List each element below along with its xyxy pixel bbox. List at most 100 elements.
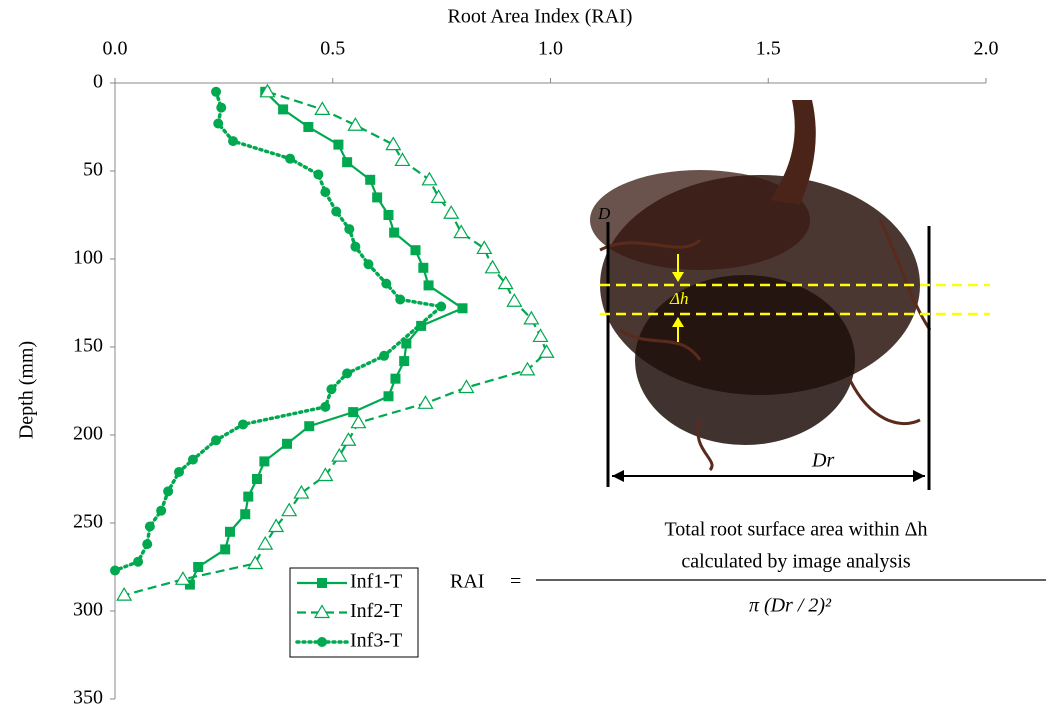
marker (418, 262, 429, 273)
marker (457, 303, 468, 314)
y-tick-label: 150 (73, 335, 103, 357)
legend-marker (317, 637, 327, 647)
marker (394, 152, 411, 167)
marker (211, 435, 222, 446)
marker (363, 259, 374, 270)
marker (421, 171, 438, 186)
marker (395, 294, 406, 305)
marker (385, 136, 402, 151)
marker (268, 518, 285, 533)
marker (497, 275, 514, 290)
marker (281, 502, 298, 517)
formula-equals: = (510, 571, 521, 593)
marker (523, 310, 540, 325)
legend-marker (313, 604, 331, 619)
marker (313, 169, 324, 180)
y-tick-label: 50 (83, 159, 103, 181)
marker (144, 521, 155, 532)
legend-label: Inf2-T (350, 600, 402, 622)
formula: Total root surface area within Δh calcul… (450, 519, 1046, 617)
x-tick-label: 1.5 (756, 38, 781, 60)
marker (326, 384, 337, 395)
marker (240, 509, 251, 520)
marker (532, 328, 549, 343)
marker (476, 240, 493, 255)
marker (344, 224, 355, 235)
marker (320, 187, 331, 198)
x-tick-label: 1.0 (538, 38, 563, 60)
marker (238, 419, 249, 430)
legend-label: Inf3-T (350, 630, 402, 652)
marker (282, 438, 293, 449)
marker (417, 395, 434, 409)
series (184, 86, 468, 590)
series-line (188, 91, 465, 586)
marker (331, 447, 348, 462)
marker (333, 139, 344, 150)
marker (399, 356, 410, 367)
series (110, 86, 447, 576)
marker (372, 192, 383, 203)
y-tick-label: 300 (73, 599, 103, 621)
y-tick-label: 200 (73, 423, 103, 445)
marker (220, 544, 231, 555)
marker (430, 189, 447, 203)
marker (211, 86, 222, 97)
marker (410, 245, 421, 256)
x-axis-title: Root Area Index (RAI) (448, 6, 633, 28)
marker (259, 83, 276, 98)
y-tick-label: 0 (93, 71, 103, 93)
series (116, 83, 555, 601)
marker (348, 407, 359, 418)
marker (538, 344, 555, 358)
marker (133, 556, 144, 567)
x-tick-label: 2.0 (974, 38, 999, 60)
delta-h-label: Δh (669, 289, 688, 308)
marker (340, 432, 357, 446)
marker (436, 301, 447, 312)
legend-label: Inf1-T (350, 571, 402, 593)
marker (389, 227, 400, 238)
formula-numerator: calculated by image analysis (681, 551, 911, 573)
marker (347, 117, 364, 131)
marker (163, 486, 174, 497)
marker (458, 379, 475, 394)
marker (381, 278, 392, 289)
marker (401, 338, 412, 349)
marker (317, 467, 334, 482)
d-label: D (597, 204, 611, 223)
marker (304, 421, 315, 432)
marker (390, 373, 401, 384)
marker (228, 136, 239, 147)
marker (174, 571, 191, 585)
marker (331, 206, 342, 217)
y-axis-title: Depth (mm) (16, 341, 38, 439)
marker (314, 101, 331, 115)
marker (213, 118, 224, 129)
marker (216, 102, 227, 113)
marker (247, 555, 264, 570)
dr-label: Dr (811, 450, 834, 472)
marker (174, 466, 185, 477)
marker (350, 414, 367, 429)
marker (484, 259, 501, 274)
marker (453, 224, 470, 239)
marker (243, 491, 254, 502)
y-tick-label: 250 (73, 511, 103, 533)
root-photo: Δh D Dr (590, 100, 990, 490)
marker (110, 565, 120, 576)
y-tick-label: 350 (73, 687, 103, 709)
marker (365, 174, 376, 185)
series-line (113, 90, 446, 573)
marker (342, 157, 353, 168)
marker (257, 535, 274, 550)
legend-marker (317, 578, 327, 588)
marker (379, 350, 390, 361)
x-tick-label: 0.0 (103, 38, 128, 60)
marker (383, 210, 394, 220)
marker (187, 454, 198, 465)
marker (350, 241, 361, 252)
marker (251, 474, 262, 484)
